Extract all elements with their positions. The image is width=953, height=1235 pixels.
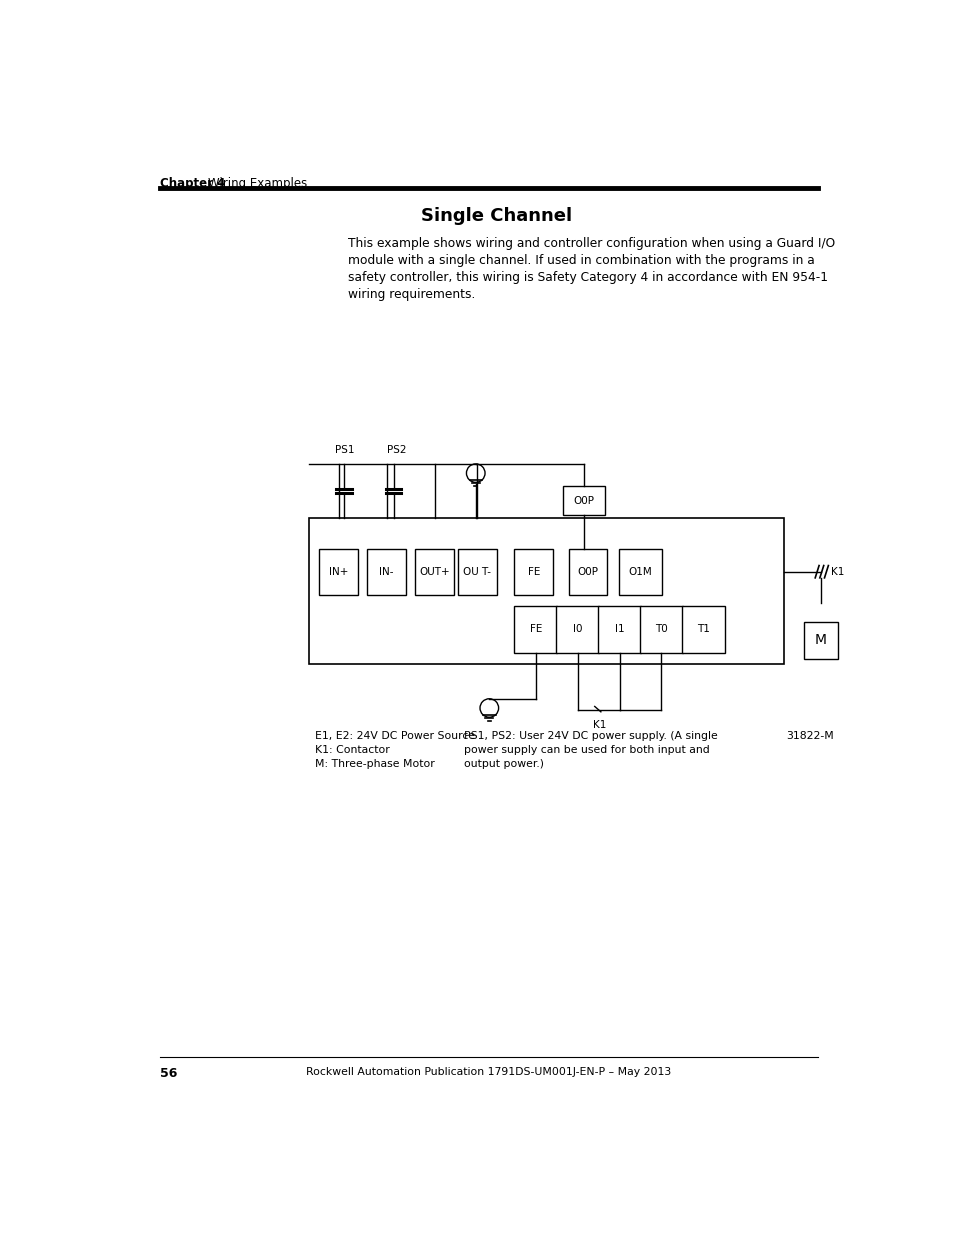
Text: M: M (814, 634, 825, 647)
Bar (639, 606, 682, 652)
Bar (568, 548, 607, 595)
Text: 31822-M: 31822-M (785, 731, 833, 741)
Bar (618, 548, 661, 595)
Text: Wiring Examples: Wiring Examples (208, 177, 307, 190)
Bar (319, 548, 357, 595)
Text: IN+: IN+ (329, 567, 348, 577)
Bar (415, 548, 454, 595)
Bar (562, 487, 604, 515)
Text: O0P: O0P (573, 496, 594, 506)
Bar (367, 548, 406, 595)
Text: FE: FE (529, 625, 541, 635)
Bar (802, 621, 837, 658)
Text: PS1: PS1 (335, 445, 354, 454)
Text: O1M: O1M (628, 567, 652, 577)
Text: IN-: IN- (379, 567, 394, 577)
Text: T0: T0 (655, 625, 667, 635)
Text: Single Channel: Single Channel (421, 207, 572, 226)
Bar (681, 606, 723, 652)
Text: K1: K1 (593, 720, 606, 730)
Text: This example shows wiring and controller configuration when using a Guard I/O
mo: This example shows wiring and controller… (348, 237, 834, 301)
Bar (457, 548, 497, 595)
Bar (309, 517, 783, 664)
Bar (598, 606, 640, 652)
Text: OU T-: OU T- (463, 567, 491, 577)
Text: T1: T1 (696, 625, 709, 635)
Text: Chapter 4: Chapter 4 (159, 177, 225, 190)
Text: FE: FE (527, 567, 539, 577)
Bar (514, 606, 557, 652)
Text: O0P: O0P (577, 567, 598, 577)
Text: PS1, PS2: User 24V DC power supply. (A single
power supply can be used for both : PS1, PS2: User 24V DC power supply. (A s… (464, 731, 717, 769)
Text: OUT+: OUT+ (419, 567, 450, 577)
Text: Rockwell Automation Publication 1791DS-UM001J-EN-P – May 2013: Rockwell Automation Publication 1791DS-U… (306, 1067, 671, 1077)
Bar (556, 606, 598, 652)
Text: PS2: PS2 (387, 445, 407, 454)
Text: K1: K1 (830, 567, 843, 577)
Text: E1, E2: 24V DC Power Source
K1: Contactor
M: Three-phase Motor: E1, E2: 24V DC Power Source K1: Contacto… (314, 731, 475, 769)
Bar (514, 548, 553, 595)
Text: 56: 56 (159, 1067, 176, 1079)
Text: I1: I1 (614, 625, 623, 635)
Text: I0: I0 (573, 625, 581, 635)
